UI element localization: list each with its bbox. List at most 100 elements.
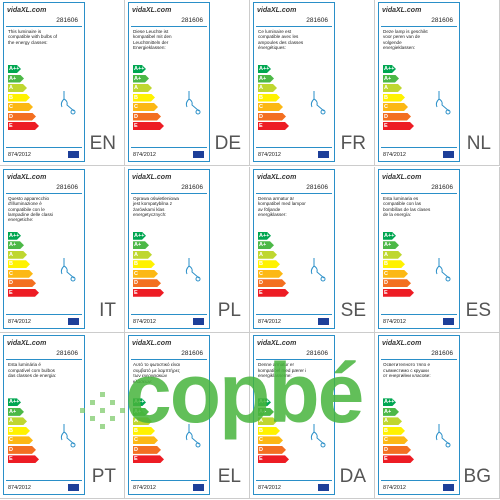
regulation: 874/2012 <box>383 485 406 492</box>
label-text: Ce luminaire est compatible avec les amp… <box>258 29 304 51</box>
energy-class: D <box>258 446 286 454</box>
bulb <box>445 276 451 282</box>
divider <box>256 147 332 148</box>
watermark: copbé <box>125 346 364 440</box>
language-code: BG <box>463 466 491 488</box>
brand-logo: vidaXL.com <box>7 340 47 348</box>
energy-class: A++ <box>9 66 20 72</box>
divider <box>381 147 457 148</box>
energy-class: A++ <box>384 66 395 72</box>
energy-class: B <box>8 427 30 435</box>
lamp-icon <box>429 91 451 126</box>
energy-class: A <box>133 84 152 92</box>
energy-class: A+ <box>258 408 274 416</box>
energy-class: A <box>133 417 152 425</box>
eu-flag <box>68 484 79 492</box>
energy-label: vidaXL.com 281606 Deze lamp is geschikt vo… <box>378 2 460 162</box>
energy-class: B <box>383 427 405 435</box>
energy-label: vidaXL.com 281606 Diese Leuchte ist kompat… <box>128 2 210 162</box>
lamp-line <box>310 424 325 445</box>
lamp-icon <box>54 257 76 293</box>
divider <box>381 26 457 27</box>
label-cell: vidaXL.com 281606 Oprawa oświetleniowa jes… <box>125 166 250 333</box>
label-text: Diese Leuchte ist kompatibel mit den Leu… <box>133 29 172 51</box>
product-code: 281606 <box>306 17 328 24</box>
label-cell: vidaXL.com 281606 Diese Leuchte ist kompat… <box>125 0 250 166</box>
eu-flag <box>318 484 329 492</box>
energy-class: C <box>383 103 408 111</box>
eu-flag <box>443 317 454 325</box>
energy-class: A+ <box>8 241 24 249</box>
energy-class: A <box>383 417 402 425</box>
energy-class: B <box>133 94 155 102</box>
eu-flag <box>193 317 204 325</box>
energy-label: vidaXL.com 281606 Αυτό το φωτιστικό είναι … <box>128 335 210 496</box>
language-code: EL <box>217 466 241 488</box>
energy-class: A++ <box>9 232 20 239</box>
regulation: 874/2012 <box>8 152 31 158</box>
energy-class: D <box>258 113 286 121</box>
lamp-line <box>435 424 450 445</box>
eu-flag <box>193 151 204 158</box>
energy-class: B <box>133 427 155 435</box>
energy-class: E <box>133 289 164 297</box>
energy-class: A+ <box>383 241 399 249</box>
watermark-icon <box>120 408 125 413</box>
energy-class: A+ <box>383 408 399 416</box>
divider <box>381 192 457 194</box>
energy-class: E <box>258 289 289 297</box>
energy-class: A <box>383 84 402 92</box>
energy-class: A <box>383 251 402 259</box>
divider <box>381 359 457 361</box>
label-cell: vidaXL.com 281606 This luminaire is compat… <box>0 0 125 166</box>
divider <box>131 192 207 194</box>
brand-logo: vidaXL.com <box>257 7 297 14</box>
label-cell: vidaXL.com 281606 Ce luminaire est compati… <box>250 0 375 166</box>
brand-logo: vidaXL.com <box>7 173 47 181</box>
divider <box>131 359 207 361</box>
energy-class: D <box>258 279 286 287</box>
label-cell: vidaXL.com 281606 Esta luminária é compatí… <box>0 333 125 500</box>
energy-class: A+ <box>8 408 24 416</box>
energy-class: E <box>133 122 164 130</box>
energy-class: A+ <box>133 241 149 249</box>
brand-logo: vidaXL.com <box>132 7 172 14</box>
bulb <box>70 109 76 115</box>
lamp-icon <box>304 91 326 126</box>
energy-class: B <box>383 260 405 268</box>
energy-class: A+ <box>133 408 149 416</box>
lamp-icon <box>304 257 326 293</box>
language-code: EN <box>89 133 116 154</box>
energy-class: D <box>8 113 36 121</box>
energy-class: A+ <box>383 75 399 83</box>
energy-class: B <box>258 260 280 268</box>
energy-class: B <box>8 260 30 268</box>
label-text: Осветителното тяло е съвместимо с крушки… <box>383 362 431 379</box>
divider <box>6 480 82 482</box>
lamp-svg <box>435 91 451 115</box>
language-code: FR <box>340 133 366 154</box>
regulation: 874/2012 <box>133 318 156 325</box>
bulb <box>445 442 451 448</box>
lamp-svg <box>185 91 201 115</box>
label-cell: vidaXL.com 281606 Denne armatur er kompati… <box>250 333 375 500</box>
divider <box>381 313 457 315</box>
lamp-line <box>435 257 450 279</box>
label-text: Deze lamp is geschikt voor peren van de … <box>383 29 428 51</box>
energy-class: A++ <box>134 66 145 72</box>
brand-logo: vidaXL.com <box>257 173 297 181</box>
watermark-icon <box>100 408 105 413</box>
divider <box>131 26 207 27</box>
lamp-icon <box>54 91 76 126</box>
energy-class: A+ <box>258 75 274 83</box>
bulb <box>320 442 326 448</box>
divider <box>381 480 457 482</box>
regulation: 874/2012 <box>8 485 31 492</box>
bulb <box>195 442 201 448</box>
energy-class: A++ <box>259 66 270 72</box>
lamp-svg <box>310 91 326 115</box>
energy-class: A++ <box>259 399 270 406</box>
energy-class: B <box>383 94 405 102</box>
energy-class: B <box>258 94 280 102</box>
label-cell: vidaXL.com 281606 Esta luminaria es compat… <box>375 166 500 333</box>
